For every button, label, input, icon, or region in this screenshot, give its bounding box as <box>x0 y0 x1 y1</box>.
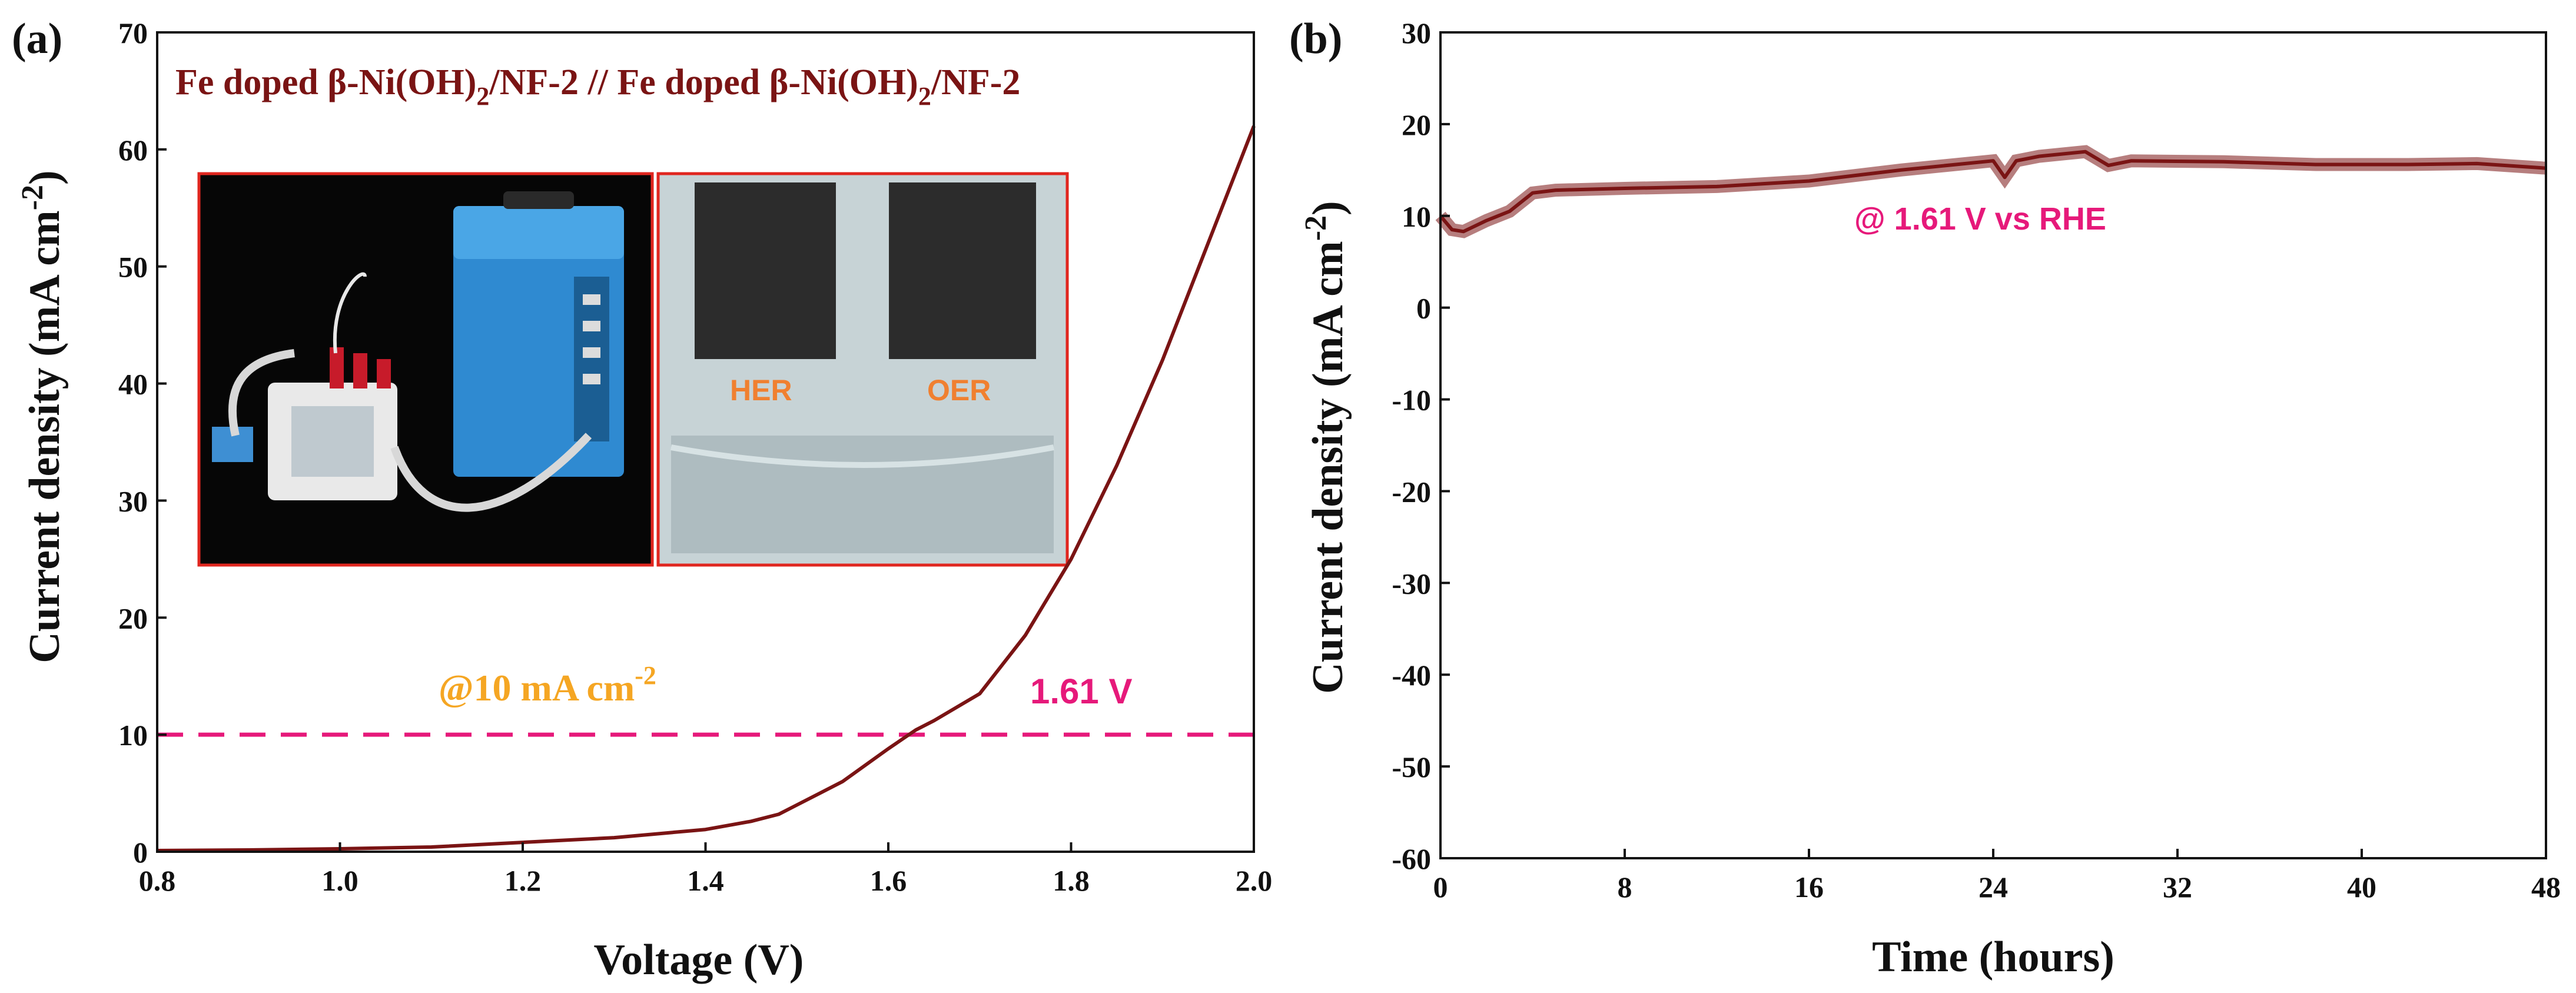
y-axis-label-b: Current density (mA cm-2) <box>1299 201 1352 693</box>
y-tick-label-b: 30 <box>1402 16 1431 49</box>
annotation-161v: 1.61 V <box>1030 672 1132 711</box>
x-tick-label-a: 1.2 <box>504 864 542 897</box>
y-label-a-sup: -2 <box>16 185 49 210</box>
inset-photos: HER OER <box>197 172 1069 567</box>
title-separator: // <box>579 62 617 102</box>
y-label-b-main: Current density (mA cm <box>1304 241 1352 693</box>
x-tick-label-b: 8 <box>1618 871 1632 904</box>
title-tail-2: /NF-2 <box>931 62 1021 102</box>
panel-label-a: (a) <box>12 15 62 63</box>
x-tick-label-a: 0.8 <box>139 864 176 897</box>
chart-b: (b) 0 8 16 24 32 40 48 -60 -50 -40 -30 -20 -10 0 10 20 3… <box>1289 15 2561 981</box>
y-tick-label-b: 20 <box>1402 108 1431 141</box>
x-tick-label-b: 0 <box>1433 871 1448 904</box>
y-tick-label-b: -20 <box>1392 475 1431 508</box>
oer-label: OER <box>927 374 991 407</box>
annotation-10ma-text: @10 mA cm <box>439 667 635 709</box>
y-tick-label-a: 30 <box>118 484 148 517</box>
y-tick-label-b: -30 <box>1392 567 1431 600</box>
y-tick-label-a: 50 <box>118 251 148 284</box>
inset-electrode-photo: HER OER <box>656 172 1069 567</box>
y-tick-label-b: -10 <box>1392 384 1431 417</box>
y-tick-label-a: 40 <box>118 368 148 401</box>
chart-a: (a) <box>12 15 1272 984</box>
series-line-a-0 <box>157 125 1256 852</box>
x-tick-label-b: 48 <box>2531 871 2561 904</box>
chart-a-title: Fe doped β-Ni(OH)2/NF-2 // Fe doped β-Ni… <box>175 62 1020 111</box>
annotation-10ma: @10 mA cm-2 <box>439 661 656 709</box>
x-tick-label-a: 1.6 <box>870 864 907 897</box>
x-tick-label-b: 40 <box>2347 871 2376 904</box>
x-tick-label-b: 32 <box>2163 871 2192 904</box>
x-tick-label-a: 2.0 <box>1236 864 1273 897</box>
y-tick-label-b: -60 <box>1392 842 1431 875</box>
y-tick-label-a: 10 <box>118 719 148 752</box>
panel-label-b: (b) <box>1289 15 1342 63</box>
x-tick-label-b: 24 <box>1979 871 2008 904</box>
y-tick-label-a: 0 <box>133 836 148 869</box>
y-axis-label-a: Current density (mA cm-2) <box>16 170 69 663</box>
y-tick-label-b: 10 <box>1402 200 1431 233</box>
y-tick-label-b: -40 <box>1392 659 1431 692</box>
x-axis-label-b: Time (hours) <box>1872 933 2114 981</box>
axes-a: 0.8 1.0 1.2 1.4 1.6 1.8 2.0 0 10 20 30 40 50 60 70 <box>118 16 1272 897</box>
y-label-b-close: ) <box>1304 201 1352 215</box>
y-tick-label-a: 20 <box>118 602 148 635</box>
y-tick-label-b: -50 <box>1392 750 1431 783</box>
annotation-stability: @ 1.61 V vs RHE <box>1854 201 2106 237</box>
her-label: HER <box>730 374 792 407</box>
x-tick-label-b: 16 <box>1794 871 1824 904</box>
x-tick-label-a: 1.8 <box>1053 864 1090 897</box>
title-sub-2: 2 <box>918 82 931 111</box>
inset-setup-photo <box>197 172 654 567</box>
title-tail-1: /NF-2 <box>489 62 579 102</box>
y-tick-label-a: 70 <box>118 16 148 49</box>
y-label-b-sup: -2 <box>1299 215 1333 241</box>
axes-b: 0 8 16 24 32 40 48 -60 -50 -40 -30 -20 -10 0 10 20 30 <box>1392 16 2561 904</box>
series-band-b <box>1435 145 2547 238</box>
y-tick-label-b: 0 <box>1416 292 1431 325</box>
title-sub-1: 2 <box>476 82 489 111</box>
x-tick-label-a: 1.0 <box>321 864 358 897</box>
y-label-a-close: ) <box>21 170 69 185</box>
x-axis-label-a: Voltage (V) <box>594 936 804 984</box>
y-label-a-main: Current density (mA cm <box>21 210 69 663</box>
title-part-1: Fe doped β-Ni(OH) <box>175 62 476 102</box>
y-tick-label-a: 60 <box>118 134 148 167</box>
annotation-10ma-sup: -2 <box>635 661 656 690</box>
title-part-2: Fe doped β-Ni(OH) <box>617 62 918 102</box>
x-tick-label-a: 1.4 <box>687 864 724 897</box>
